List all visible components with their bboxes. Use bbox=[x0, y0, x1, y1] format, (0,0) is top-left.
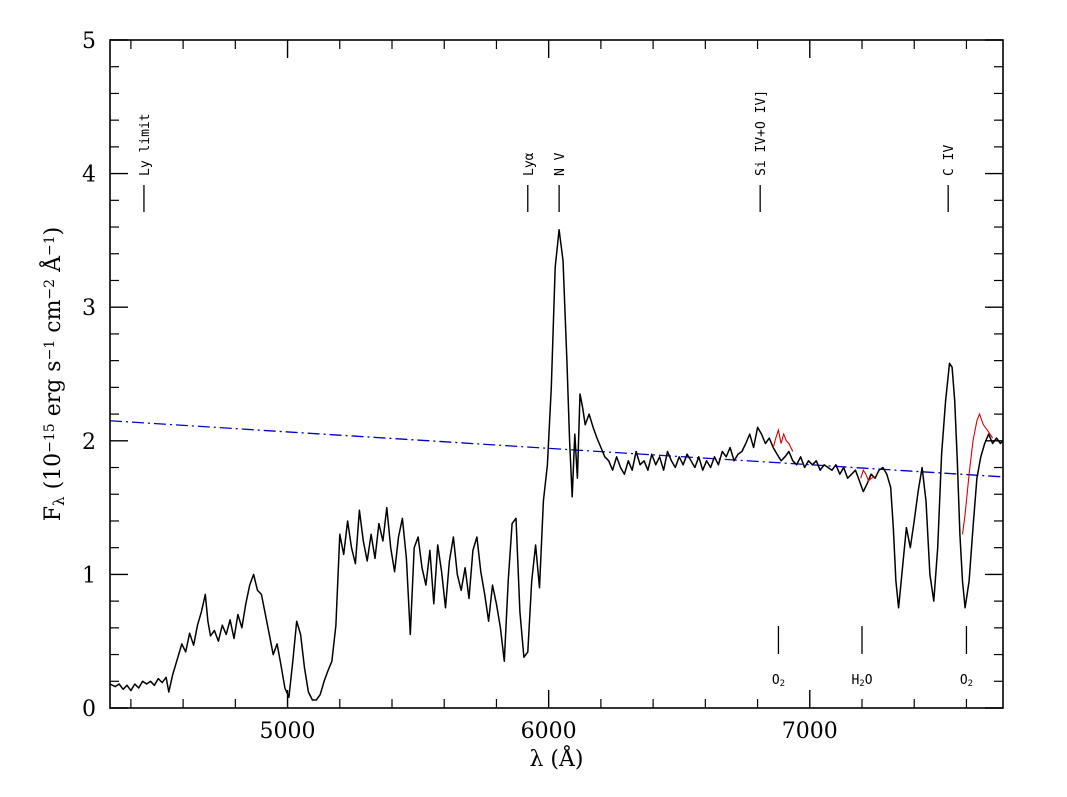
y-tick-label: 2 bbox=[82, 430, 96, 455]
y-tick-label: 1 bbox=[82, 563, 96, 588]
emission-line-label: N V bbox=[553, 152, 568, 176]
plot-frame bbox=[109, 39, 1004, 709]
telluric-label: O2 bbox=[960, 673, 973, 689]
y-tick-label: 4 bbox=[82, 163, 96, 188]
corrected-spectrum bbox=[772, 412, 994, 535]
y-tick-label: 3 bbox=[82, 296, 96, 321]
corrected-segment bbox=[860, 468, 876, 482]
emission-line-label: Lyα bbox=[522, 152, 537, 176]
emission-line-label: Ly limit bbox=[138, 113, 153, 176]
y-tick-label: 5 bbox=[82, 29, 96, 54]
y-axis-title: Fλ (10−15 erg s−1 cm−2 Å−1) bbox=[38, 227, 68, 521]
x-tick-label: 7000 bbox=[782, 719, 838, 744]
continuum-line bbox=[109, 420, 1004, 478]
telluric-label: O2 bbox=[772, 673, 785, 689]
emission-line-label: C IV bbox=[942, 145, 957, 176]
emission-line-markers: Ly limit Lyα N V Si IV+O IV] C IV bbox=[138, 90, 957, 212]
corrected-segment bbox=[961, 412, 994, 535]
telluric-label: H2O bbox=[851, 673, 872, 689]
telluric-markers: O2 H2O O2 bbox=[772, 626, 973, 689]
axis-ticks bbox=[110, 39, 1003, 709]
corrected-segment bbox=[772, 427, 794, 452]
continuum-fit bbox=[109, 420, 1004, 478]
x-axis-title: λ (Å) bbox=[530, 744, 584, 772]
y-tick-label: 0 bbox=[82, 697, 96, 722]
axis-labels: 5000 6000 7000 0 1 2 3 4 5 bbox=[82, 29, 838, 744]
x-tick-label: 6000 bbox=[521, 719, 577, 744]
spectrum-trace bbox=[109, 228, 1004, 701]
spectrum-line bbox=[109, 228, 1004, 701]
emission-line-label: Si IV+O IV] bbox=[754, 90, 769, 176]
x-tick-label: 5000 bbox=[260, 719, 316, 744]
